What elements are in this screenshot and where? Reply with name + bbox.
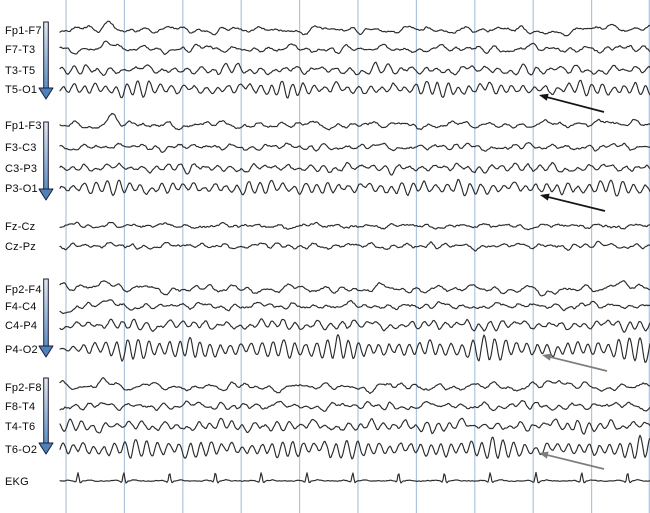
trace-p4-o2 <box>59 334 650 363</box>
pointer-arrow-shaft <box>544 195 606 212</box>
trace-fp2-f4 <box>59 280 650 297</box>
trace-t4-t6 <box>59 417 650 435</box>
group-arrow-down-icon <box>38 278 54 358</box>
trace-ekg <box>59 471 650 484</box>
pointer-arrow-shaft <box>543 453 605 470</box>
trace-c3-p3 <box>59 161 650 176</box>
trace-fp2-f8 <box>59 377 650 395</box>
trace-f8-t4 <box>59 399 650 412</box>
trace-cz-pz <box>59 240 650 252</box>
pointer-arrow-shaft <box>543 95 605 113</box>
group-arrow-down-icon <box>38 121 54 201</box>
pointer-arrow-icon <box>539 451 549 459</box>
trace-fz-cz <box>59 221 650 231</box>
eeg-traces <box>59 20 650 484</box>
trace-c4-p4 <box>59 318 650 333</box>
pointer-arrow-shaft <box>546 355 608 372</box>
trace-p3-o1 <box>59 178 650 197</box>
group-arrow-down-icon <box>38 377 54 455</box>
trace-fp1-f3 <box>59 112 650 131</box>
trace-fp1-f7 <box>59 20 650 37</box>
trace-f4-c4 <box>59 299 650 315</box>
trace-t5-o1 <box>59 79 650 99</box>
montage-group-arrows <box>38 21 54 455</box>
trace-f3-c3 <box>59 142 650 153</box>
trace-t3-t5 <box>59 61 650 76</box>
pointer-arrow-icon <box>542 353 552 361</box>
pointer-arrow-icon <box>540 193 550 201</box>
time-gridlines <box>65 0 650 513</box>
pointer-arrow-icon <box>539 93 549 101</box>
trace-f7-t3 <box>59 40 650 56</box>
annotation-arrows <box>539 93 608 470</box>
group-arrow-down-icon <box>38 21 54 100</box>
trace-t6-o2 <box>59 434 650 460</box>
